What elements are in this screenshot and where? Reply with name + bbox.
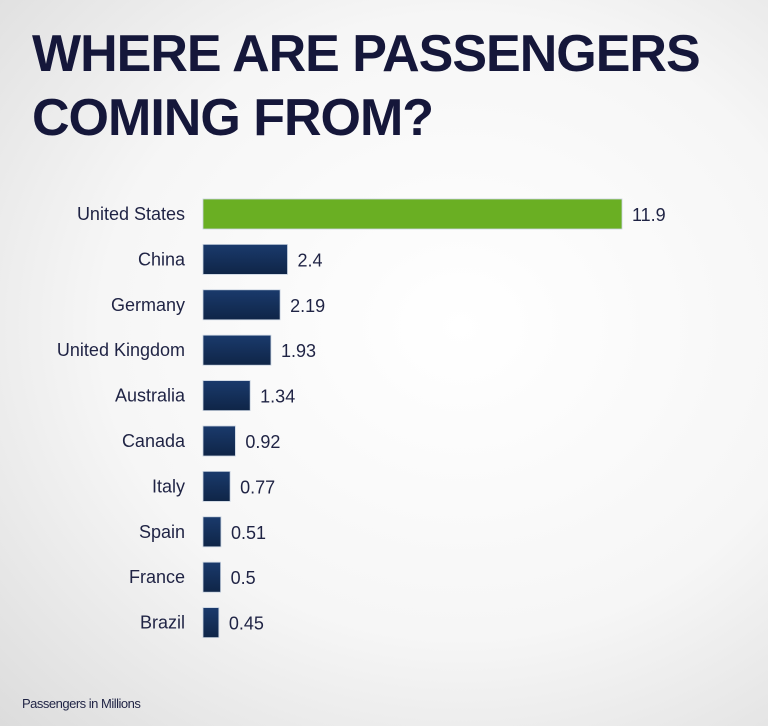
data-label: 0.5 bbox=[231, 568, 256, 588]
data-label: 1.34 bbox=[260, 387, 295, 407]
data-label: 2.19 bbox=[290, 296, 325, 316]
bar bbox=[202, 516, 222, 548]
bar bbox=[202, 380, 251, 412]
category-label: France bbox=[129, 567, 185, 587]
data-label: 2.4 bbox=[298, 250, 323, 270]
category-label: United Kingdom bbox=[57, 340, 185, 360]
data-label: 0.92 bbox=[245, 432, 280, 452]
data-label: 1.93 bbox=[281, 341, 316, 361]
category-label: Brazil bbox=[140, 613, 185, 633]
bar bbox=[202, 425, 236, 457]
bar bbox=[202, 607, 220, 638]
category-label: Germany bbox=[111, 295, 185, 315]
category-label: Australia bbox=[115, 386, 186, 406]
bar bbox=[202, 334, 272, 366]
category-label: United States bbox=[77, 204, 185, 224]
category-label: China bbox=[138, 249, 186, 269]
bar bbox=[202, 470, 231, 502]
category-label: Spain bbox=[139, 522, 185, 542]
bar bbox=[202, 289, 281, 321]
bar bbox=[202, 561, 222, 593]
data-label: 0.51 bbox=[231, 523, 266, 543]
bar bbox=[202, 198, 623, 230]
data-label: 11.9 bbox=[632, 205, 666, 225]
units-note: Passengers in Millions bbox=[22, 696, 141, 711]
data-label: 0.77 bbox=[240, 477, 275, 497]
category-label: Italy bbox=[152, 476, 185, 496]
chart-title: WHERE ARE PASSENGERS COMING FROM? bbox=[32, 25, 701, 147]
data-label: 0.45 bbox=[229, 614, 264, 634]
bar bbox=[202, 243, 288, 275]
category-label: Canada bbox=[122, 431, 186, 451]
